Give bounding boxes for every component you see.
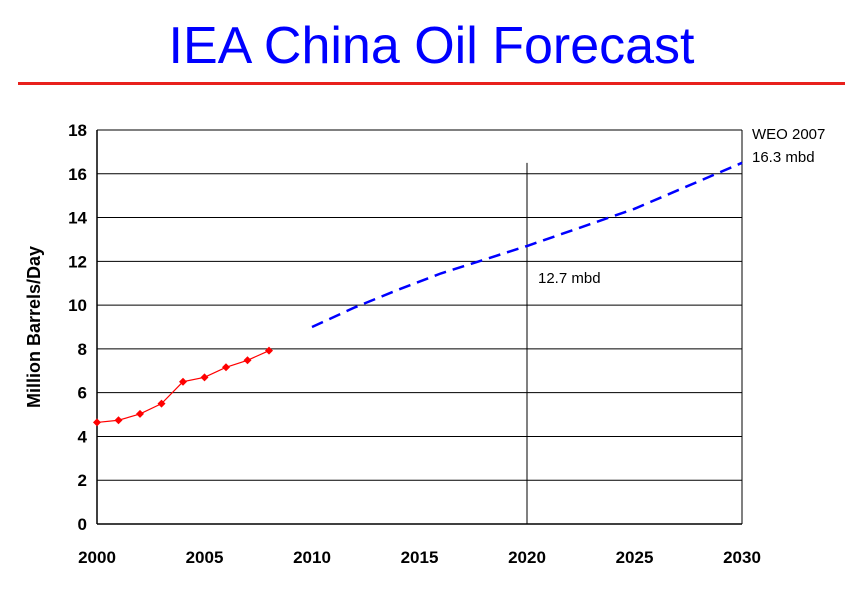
x-tick-label: 2005 [186, 548, 224, 567]
historical-point [157, 399, 166, 408]
x-tick-label: 2010 [293, 548, 331, 567]
x-tick-label: 2025 [616, 548, 654, 567]
historical-point [114, 416, 123, 425]
axes [96, 129, 743, 525]
forecast-line [311, 161, 743, 329]
x-tick-label: 2015 [401, 548, 439, 567]
y-axis-label: Million Barrels/Day [24, 246, 44, 408]
y-tick-label: 8 [78, 340, 87, 359]
x-tick-label: 2000 [78, 548, 116, 567]
y-tick-label: 2 [78, 471, 87, 490]
y-tick-label: 14 [68, 209, 87, 228]
x-tick-label: 2030 [723, 548, 761, 567]
y-tick-label: 4 [78, 427, 88, 446]
x-tick-label: 2020 [508, 548, 546, 567]
series [93, 161, 743, 427]
chart-title: IEA China Oil Forecast [168, 17, 695, 75]
y-tick-label: 10 [68, 296, 87, 315]
y-tick-label: 18 [68, 121, 87, 140]
historical-point [222, 363, 230, 372]
y-tick-label: 6 [78, 384, 87, 403]
annotation-12-7: 12.7 mbd [538, 270, 601, 287]
annotation-16-3: 16.3 mbd [752, 149, 815, 166]
y-tick-label: 16 [68, 165, 87, 184]
gridlines [97, 129, 742, 481]
tick-labels: 0 2 4 6 8 10 12 14 16 18 2000 2005 2010 2015 2020 2025 2… [68, 121, 761, 567]
y-tick-label: 12 [68, 252, 87, 271]
annotation-weo: WEO 2007 [752, 126, 825, 143]
title-underline [18, 82, 845, 85]
historical-point [200, 373, 209, 382]
historical-point [136, 409, 144, 418]
historical-point [265, 346, 273, 355]
y-tick-label: 0 [78, 515, 87, 534]
historical-line [96, 350, 270, 424]
historical-point [93, 418, 101, 427]
historical-point [243, 356, 252, 365]
historical-point [179, 377, 187, 386]
